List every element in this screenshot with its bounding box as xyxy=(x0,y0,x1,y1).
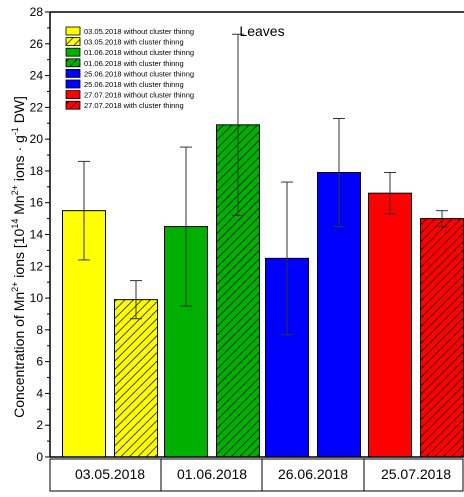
y-label-sup: 2+ xyxy=(10,282,20,292)
y-axis-label: Concentration of Mn2+ ions [1014 Mn2+ io… xyxy=(10,96,27,418)
x-category-label: 03.05.2018 xyxy=(75,466,145,482)
x-category-label: 26.06.2018 xyxy=(278,466,348,482)
bars-layer xyxy=(62,124,464,458)
category-label-box xyxy=(49,458,464,492)
y-tick-label: 26 xyxy=(30,37,44,51)
y-tick-label: 20 xyxy=(30,132,44,146)
legend-label: 25.06.2018 without cluster thinng xyxy=(84,69,194,78)
y-tick-label: 10 xyxy=(30,291,44,305)
legend-swatch xyxy=(65,26,81,36)
y-label-part: ions · g xyxy=(11,135,27,185)
legend-label: 27.07.2018 without cluster thinng xyxy=(84,91,194,100)
bar xyxy=(114,299,158,458)
y-label-sup: -1 xyxy=(10,127,20,135)
y-label-part: ions [10 xyxy=(11,228,27,281)
y-tick-label: 12 xyxy=(30,259,44,273)
legend-swatch xyxy=(65,79,81,89)
y-tick-label: 16 xyxy=(30,196,44,210)
y-label-part: Concentration of Mn xyxy=(11,292,27,418)
y-tick-label: 2 xyxy=(36,418,43,432)
legend-label: 01.06.2018 with cluster thinng xyxy=(84,59,184,68)
bar xyxy=(420,218,464,458)
y-tick-label: 18 xyxy=(30,164,44,178)
x-category-label: 25.07.2018 xyxy=(381,466,451,482)
legend-label: 25.06.2018 with cluster thinng xyxy=(84,80,184,89)
legend-swatch xyxy=(65,90,81,99)
legend-swatch xyxy=(65,37,81,46)
legend-swatch xyxy=(65,47,81,57)
y-label-sup: 2+ xyxy=(10,185,20,195)
y-tick-label: 24 xyxy=(30,69,44,83)
legend-label: 27.07.2018 with cluster thinng xyxy=(84,101,184,110)
legend-swatch xyxy=(65,69,81,78)
error-bars-layer xyxy=(78,33,448,336)
y-label-sup: 14 xyxy=(10,219,20,229)
legend-label: 03.05.2018 without cluster thinng xyxy=(84,27,194,36)
legend: 03.05.2018 without cluster thinng 03.05.2… xyxy=(65,26,194,110)
legend-label: 01.06.2018 without cluster thinng xyxy=(84,48,194,57)
y-tick-label: 4 xyxy=(36,386,43,400)
y-label-part: Mn xyxy=(11,195,27,218)
y-label-part: DW] xyxy=(11,96,27,127)
y-tick-label: 14 xyxy=(30,228,44,242)
legend-swatch xyxy=(65,100,81,110)
y-tick-label: 0 xyxy=(36,450,43,464)
bar xyxy=(368,192,412,458)
y-tick-label: 28 xyxy=(30,5,44,19)
legend-label: 03.05.2018 with cluster thinng xyxy=(84,38,184,47)
y-tick-label: 8 xyxy=(36,323,43,337)
legend-swatch xyxy=(65,58,81,68)
x-category-label: 01.06.2018 xyxy=(177,466,247,482)
y-tick-label: 6 xyxy=(36,355,43,369)
chart-title: Leaves xyxy=(239,23,284,39)
y-tick-label: 22 xyxy=(30,100,44,114)
